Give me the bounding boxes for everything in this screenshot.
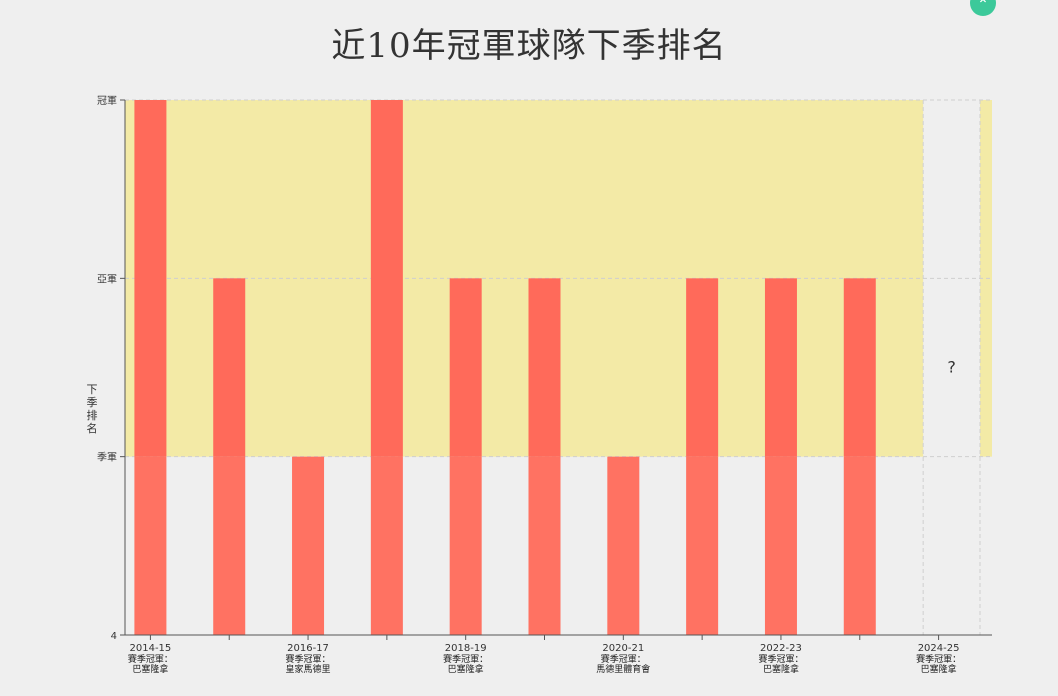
y-axis-title-char: 下 [87, 383, 98, 396]
chart-title: 近10年冠軍球隊下季排名 [331, 26, 727, 66]
bar-lower [607, 456, 640, 635]
x-sub-label: 賽季冠軍： [601, 653, 646, 665]
bar [843, 278, 876, 457]
bar [686, 278, 719, 457]
scroll-top-icon[interactable]: ⌃ [970, 0, 996, 16]
x-tick-label: 2014-15 [130, 643, 172, 654]
bar-lower [528, 456, 561, 635]
x-tick-label: 2024-25 [918, 643, 960, 654]
bar [134, 100, 167, 457]
x-sub-label: 賽季冠軍： [286, 653, 331, 665]
x-sub-label: 馬德里體育會 [596, 663, 650, 675]
x-tick-label: 2022-23 [760, 643, 802, 654]
x-sub-label: 巴塞隆拿 [763, 663, 799, 675]
x-sub-label: 賽季冠軍： [916, 653, 961, 665]
bar-lower [292, 456, 325, 635]
x-tick-label: 2016-17 [287, 643, 329, 654]
x-sub-label: 巴塞隆拿 [132, 663, 168, 675]
y-tick-label: 4 [111, 631, 117, 642]
bar-lower [686, 456, 719, 635]
bar-lower [213, 456, 246, 635]
x-sub-label: 賽季冠軍： [128, 653, 173, 665]
x-tick-label: 2020-21 [602, 643, 644, 654]
bar [213, 278, 246, 457]
x-tick-label: 2018-19 [445, 643, 487, 654]
y-tick-label: 季軍 [97, 452, 117, 464]
y-axis-title-char: 季 [87, 396, 98, 409]
bar [764, 278, 797, 457]
y-axis-title-char: 名 [87, 421, 98, 435]
y-tick-label: 亞軍 [97, 273, 117, 285]
x-sub-label: 巴塞隆拿 [921, 663, 957, 675]
x-sub-label: 賽季冠軍： [443, 653, 488, 665]
unknown-marker: ? [947, 357, 956, 376]
bar-lower [449, 456, 482, 635]
y-tick-label: 冠軍 [97, 95, 117, 107]
y-axis-title-char: 排 [87, 408, 98, 422]
x-sub-label: 巴塞隆拿 [448, 663, 484, 675]
bar [528, 278, 561, 457]
bar-lower [843, 456, 876, 635]
bar [370, 100, 403, 457]
bar-lower [764, 456, 797, 635]
x-sub-label: 皇家馬德里 [286, 663, 331, 675]
bar [449, 278, 482, 457]
bar-lower [370, 456, 403, 635]
bar-lower [134, 456, 167, 635]
x-sub-label: 賽季冠軍： [758, 653, 803, 665]
